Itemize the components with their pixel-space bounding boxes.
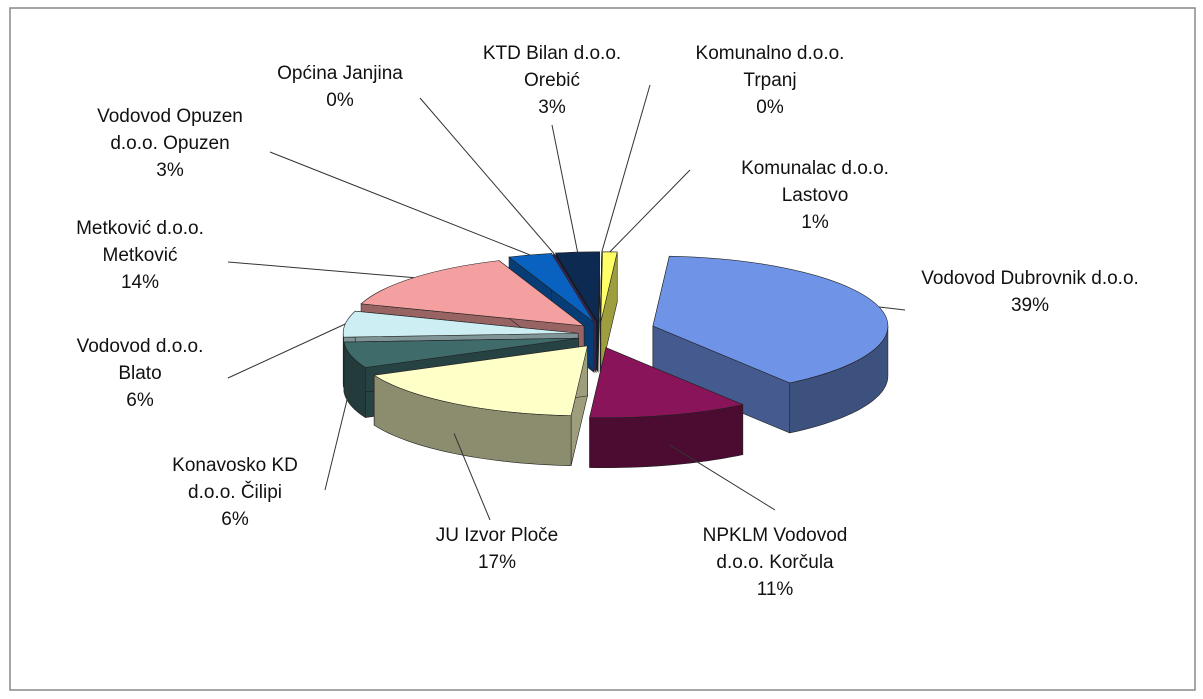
leader-line: [324, 385, 352, 491]
slice-label: Vodovod Opuzen d.o.o. Opuzen 3%: [60, 103, 280, 184]
value-label: 1%: [801, 212, 829, 233]
leader-line: [551, 124, 579, 253]
category-name: Vodovod d.o.o. Blato: [76, 336, 204, 384]
leader-line: [227, 261, 414, 279]
slice-top: [360, 260, 586, 327]
slice-label: Metković d.o.o. Metković 14%: [40, 215, 240, 296]
slice-label: Vodovod d.o.o. Blato 6%: [40, 333, 240, 414]
category-name: Metković d.o.o. Metković: [76, 218, 204, 266]
value-label: 11%: [756, 579, 794, 600]
category-name: Općina Janjina: [277, 63, 403, 84]
leader-line: [227, 323, 346, 379]
slice-top: [342, 310, 579, 338]
value-label: 6%: [126, 390, 154, 411]
slice-top: [589, 347, 744, 418]
pie-slice: [600, 251, 618, 372]
value-label: 39%: [1010, 295, 1050, 316]
category-name: Komunalno d.o.o. Trpanj: [695, 43, 845, 91]
value-label: 3%: [156, 160, 184, 181]
slice-label: NPKLM Vodovod d.o.o. Korčula 11%: [655, 522, 895, 603]
value-label: 17%: [477, 552, 517, 573]
pie-slice: [373, 345, 588, 467]
slice-label: JU Izvor Ploče 17%: [397, 522, 597, 576]
slice-label: Vodovod Dubrovnik d.o.o. 39%: [900, 265, 1160, 319]
leader-line: [878, 306, 906, 311]
leader-line: [419, 97, 554, 254]
slice-label: Općina Janjina 0%: [240, 60, 440, 114]
category-name: KTD Bilan d.o.o. Orebić: [482, 43, 622, 91]
leader-line: [601, 84, 651, 252]
slice-label: KTD Bilan d.o.o. Orebić 3%: [437, 40, 667, 121]
slice-top: [508, 253, 595, 323]
slice-label: Komunalno d.o.o. Trpanj 0%: [660, 40, 880, 121]
category-name: Komunalac d.o.o. Lastovo: [741, 158, 889, 206]
category-name: Konavosko KD d.o.o. Čilipi: [172, 455, 298, 503]
category-name: Vodovod Opuzen d.o.o. Opuzen: [97, 106, 243, 154]
slice-top: [373, 345, 588, 417]
slice-top: [553, 253, 597, 323]
slice-label: Komunalac d.o.o. Lastovo 1%: [700, 155, 930, 236]
value-label: 14%: [120, 272, 160, 293]
leader-line: [669, 444, 776, 511]
pie-slice: [652, 255, 889, 434]
leader-line: [609, 169, 691, 253]
slice-label: Konavosko KD d.o.o. Čilipi 6%: [125, 452, 345, 533]
value-label: 3%: [538, 97, 566, 118]
category-name: Vodovod Dubrovnik d.o.o.: [921, 268, 1139, 289]
leader-line: [453, 433, 491, 521]
frame: [9, 7, 1196, 691]
category-name: NPKLM Vodovod d.o.o. Korčula: [702, 525, 848, 573]
slice-top: [343, 337, 579, 368]
value-label: 0%: [756, 97, 784, 118]
pie-slice: [589, 347, 744, 468]
value-label: 0%: [326, 90, 354, 111]
value-label: 6%: [221, 509, 249, 530]
category-name: JU Izvor Ploče: [435, 525, 559, 546]
leader-line: [269, 151, 531, 256]
